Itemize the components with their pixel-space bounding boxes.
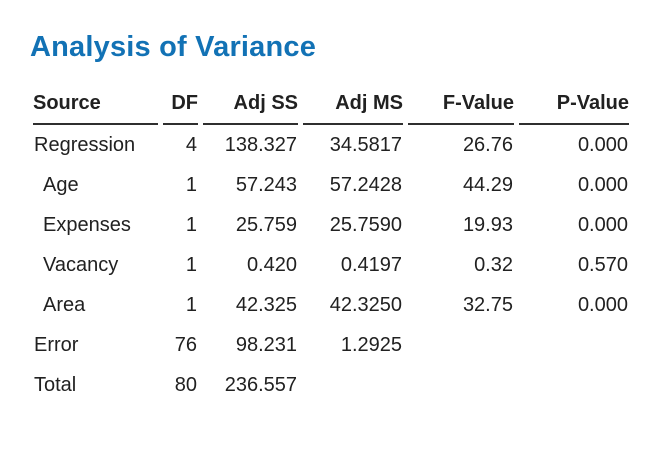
table-row: Age 1 57.243 57.2428 44.29 0.000 — [33, 165, 629, 205]
cell-f-value — [408, 325, 514, 365]
page-title: Analysis of Variance — [30, 31, 317, 63]
cell-f-value — [408, 365, 514, 405]
cell-df: 80 — [174, 373, 197, 396]
output-pane: Analysis of Variance Source DF Adj SS Ad… — [0, 30, 654, 405]
header-row: Source DF Adj SS Adj MS F-Value P-Value — [33, 92, 629, 125]
cell-source: Vacancy — [43, 253, 119, 276]
cell-p-value — [519, 325, 629, 365]
cell-f-value: 32.75 — [462, 293, 513, 316]
table-row: Regression 4 138.327 34.5817 26.76 0.000 — [33, 125, 629, 165]
cell-adj-ms: 42.3250 — [329, 293, 402, 316]
anova-table: Source DF Adj SS Adj MS F-Value P-Value … — [28, 92, 634, 405]
cell-p-value: 0.570 — [577, 253, 628, 276]
cell-adj-ss: 25.759 — [235, 213, 297, 236]
cell-source: Age — [43, 173, 79, 196]
cell-adj-ms — [303, 365, 403, 405]
cell-adj-ms: 34.5817 — [329, 133, 402, 156]
cell-p-value: 0.000 — [577, 133, 628, 156]
cell-adj-ss: 236.557 — [224, 373, 297, 396]
cell-df: 1 — [185, 253, 197, 276]
cell-adj-ms: 0.4197 — [340, 253, 402, 276]
cell-p-value — [519, 365, 629, 405]
cell-df: 76 — [174, 333, 197, 356]
cell-p-value: 0.000 — [577, 293, 628, 316]
column-header-source: Source — [33, 92, 158, 125]
column-header-df: DF — [163, 92, 198, 125]
cell-source: Total — [34, 373, 77, 396]
cell-adj-ss: 0.420 — [246, 253, 297, 276]
cell-f-value: 0.32 — [474, 253, 513, 276]
table-row: Error 76 98.231 1.2925 — [33, 325, 629, 365]
cell-f-value: 19.93 — [462, 213, 513, 236]
cell-adj-ss: 138.327 — [224, 133, 297, 156]
column-header-adj-ss: Adj SS — [203, 92, 298, 125]
cell-df: 4 — [185, 133, 197, 156]
table-row: Expenses 1 25.759 25.7590 19.93 0.000 — [33, 205, 629, 245]
cell-source: Regression — [34, 133, 136, 156]
cell-df: 1 — [185, 293, 197, 316]
cell-source: Error — [34, 333, 79, 356]
cell-source: Expenses — [43, 213, 131, 236]
cell-adj-ss: 42.325 — [235, 293, 297, 316]
cell-p-value: 0.000 — [577, 213, 628, 236]
cell-df: 1 — [185, 213, 197, 236]
cell-df: 1 — [185, 173, 197, 196]
cell-adj-ms: 1.2925 — [340, 333, 402, 356]
cell-adj-ss: 98.231 — [235, 333, 297, 356]
cell-source: Area — [43, 293, 86, 316]
column-header-p-value: P-Value — [519, 92, 629, 125]
column-header-adj-ms: Adj MS — [303, 92, 403, 125]
cell-adj-ss: 57.243 — [235, 173, 297, 196]
table-row: Area 1 42.325 42.3250 32.75 0.000 — [33, 285, 629, 325]
table-row: Total 80 236.557 — [33, 365, 629, 405]
anova-table-body: Regression 4 138.327 34.5817 26.76 0.000 Age 1 5… — [33, 125, 629, 405]
cell-adj-ms: 57.2428 — [329, 173, 402, 196]
cell-p-value: 0.000 — [577, 173, 628, 196]
table-row: Vacancy 1 0.420 0.4197 0.32 0.570 — [33, 245, 629, 285]
cell-f-value: 26.76 — [462, 133, 513, 156]
column-header-f-value: F-Value — [408, 92, 514, 125]
cell-adj-ms: 25.7590 — [329, 213, 402, 236]
cell-f-value: 44.29 — [462, 173, 513, 196]
